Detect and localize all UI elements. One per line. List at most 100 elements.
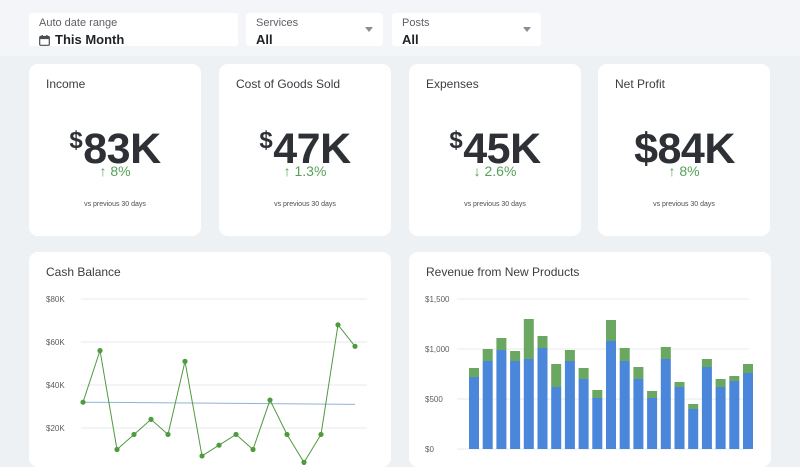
data-point xyxy=(97,348,103,354)
bar-primary xyxy=(469,377,479,449)
calendar-icon xyxy=(39,34,50,49)
data-point xyxy=(182,358,188,364)
kpi-title: Income xyxy=(46,77,86,91)
currency-symbol: $ xyxy=(69,127,83,154)
bar-secondary xyxy=(537,336,548,348)
kpi-amount: 83K xyxy=(83,125,161,173)
kpi-value: $47K xyxy=(219,118,391,172)
bar-secondary xyxy=(592,390,603,398)
kpi-change: ↑ 8% xyxy=(668,163,700,179)
services-filter[interactable]: Services All xyxy=(246,13,383,47)
bar-primary xyxy=(743,373,753,449)
services-value: All xyxy=(256,32,273,47)
y-tick-label: $1,000 xyxy=(425,345,450,354)
bar-secondary xyxy=(510,351,521,361)
bar-secondary xyxy=(674,382,685,387)
y-tick-label: $40K xyxy=(46,381,65,390)
bar-primary xyxy=(564,361,575,449)
data-point xyxy=(301,459,307,465)
kpi-change: ↑ 1.3% xyxy=(283,163,327,179)
data-point xyxy=(114,446,120,453)
y-tick-label: $60K xyxy=(46,338,65,347)
kpi-title: Expenses xyxy=(426,77,479,91)
data-point xyxy=(199,453,205,459)
kpi-value: $45K xyxy=(409,118,581,172)
bar-secondary xyxy=(647,391,658,398)
kpi-value: $84K xyxy=(598,118,770,172)
bar-secondary xyxy=(578,368,589,379)
bar-primary xyxy=(606,341,616,449)
bar-secondary xyxy=(743,364,753,373)
kpi-change: ↓ 2.6% xyxy=(473,163,517,179)
data-point xyxy=(318,431,324,438)
bar-primary xyxy=(647,398,658,449)
currency-symbol: $ xyxy=(449,127,463,154)
cash-balance-chart: $80K $60K $40K $20K xyxy=(46,295,367,465)
data-point xyxy=(131,431,137,438)
kpi-card-cost-of-goods-sold: Cost of Goods Sold $47K ↑ 1.3% vs previo… xyxy=(219,64,391,236)
kpi-title: Cost of Goods Sold xyxy=(236,77,341,91)
kpi-card-net-profit: Net Profit $84K ↑ 8% vs previous 30 days xyxy=(598,64,770,236)
data-point xyxy=(284,431,290,438)
kpi-comparison: vs previous 30 days xyxy=(464,201,526,208)
kpi-comparison: vs previous 30 days xyxy=(653,201,715,208)
bar-secondary xyxy=(729,376,740,381)
kpi-title: Net Profit xyxy=(615,77,666,91)
kpi-value: $83K xyxy=(29,118,201,172)
data-point xyxy=(335,322,341,328)
bar-primary xyxy=(578,379,589,449)
posts-filter[interactable]: Posts All xyxy=(392,13,541,47)
data-point xyxy=(80,399,86,405)
bar-primary xyxy=(537,348,548,449)
bar-primary xyxy=(688,409,699,449)
bar-secondary xyxy=(633,367,644,379)
kpi-comparison: vs previous 30 days xyxy=(84,201,146,208)
y-tick-label: $500 xyxy=(425,395,443,404)
date-range-label: Auto date range xyxy=(39,17,118,29)
bar-primary xyxy=(619,361,630,449)
date-range-value: This Month xyxy=(55,32,125,47)
data-point xyxy=(250,446,256,453)
chevron-down-icon[interactable] xyxy=(365,27,373,32)
bar-secondary xyxy=(619,348,630,361)
bar-secondary xyxy=(523,319,534,359)
bar-secondary xyxy=(701,359,712,367)
reference-line xyxy=(82,401,356,405)
chart-title: Cash Balance xyxy=(46,265,121,279)
kpi-amount: 45K xyxy=(463,125,541,173)
data-point xyxy=(352,343,358,349)
bar-primary xyxy=(523,359,534,449)
chart-title: Revenue from New Products xyxy=(426,265,580,279)
chevron-down-icon[interactable] xyxy=(523,27,531,32)
bar-primary xyxy=(592,398,603,449)
y-tick-label: $0 xyxy=(425,445,434,454)
bar-primary xyxy=(701,367,712,449)
bar-secondary xyxy=(469,368,479,377)
kpi-comparison: vs previous 30 days xyxy=(274,201,336,208)
posts-value: All xyxy=(402,32,419,47)
data-point xyxy=(267,397,273,403)
bar-secondary xyxy=(496,338,507,350)
bar-primary xyxy=(496,350,507,449)
date-range-filter[interactable]: Auto date range This Month xyxy=(29,13,238,49)
cash-balance-line xyxy=(82,323,356,464)
y-tick-label: $20K xyxy=(46,424,65,433)
currency-symbol: $ xyxy=(259,127,273,154)
posts-label: Posts xyxy=(402,17,430,29)
data-point xyxy=(165,431,171,438)
bar-secondary xyxy=(482,349,493,361)
bar-secondary xyxy=(660,347,671,359)
bar-primary xyxy=(674,387,685,449)
revenue-new-products-card: Revenue from New Products $1,500 $1,000 $5… xyxy=(409,252,771,467)
kpi-amount: $84K xyxy=(634,125,735,173)
data-point xyxy=(233,431,239,438)
bar-primary xyxy=(660,359,671,449)
bar-secondary xyxy=(688,404,699,409)
data-point xyxy=(148,416,154,422)
bar-secondary xyxy=(606,320,616,341)
cash-balance-card: Cash Balance $80K $60K $40K $20K xyxy=(29,252,391,467)
kpi-card-expenses: Expenses $45K ↓ 2.6% vs previous 30 days xyxy=(409,64,581,236)
y-tick-label: $1,500 xyxy=(425,295,450,304)
bar-primary xyxy=(510,361,521,449)
bar-secondary xyxy=(564,350,575,361)
